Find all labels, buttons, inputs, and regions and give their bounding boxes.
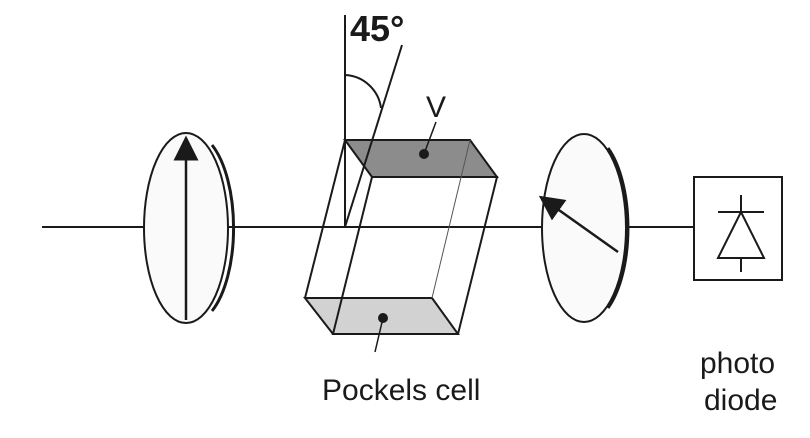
pockels-cell-label: Pockels cell [322, 374, 480, 407]
analyzer [538, 133, 630, 323]
crystal-top-face [343, 139, 499, 178]
voltage-label: V [426, 91, 446, 124]
pockels-cell-crystal [302, 121, 499, 353]
photodiode-label-line1: photo [700, 347, 775, 380]
polarizer [143, 132, 236, 324]
angle-label: 45° [350, 8, 404, 49]
photodiode-label-line2: diode [704, 384, 777, 417]
photodiode [693, 176, 783, 281]
polarization-arrow-rotated [538, 195, 619, 254]
angle-indicator [344, 15, 403, 228]
